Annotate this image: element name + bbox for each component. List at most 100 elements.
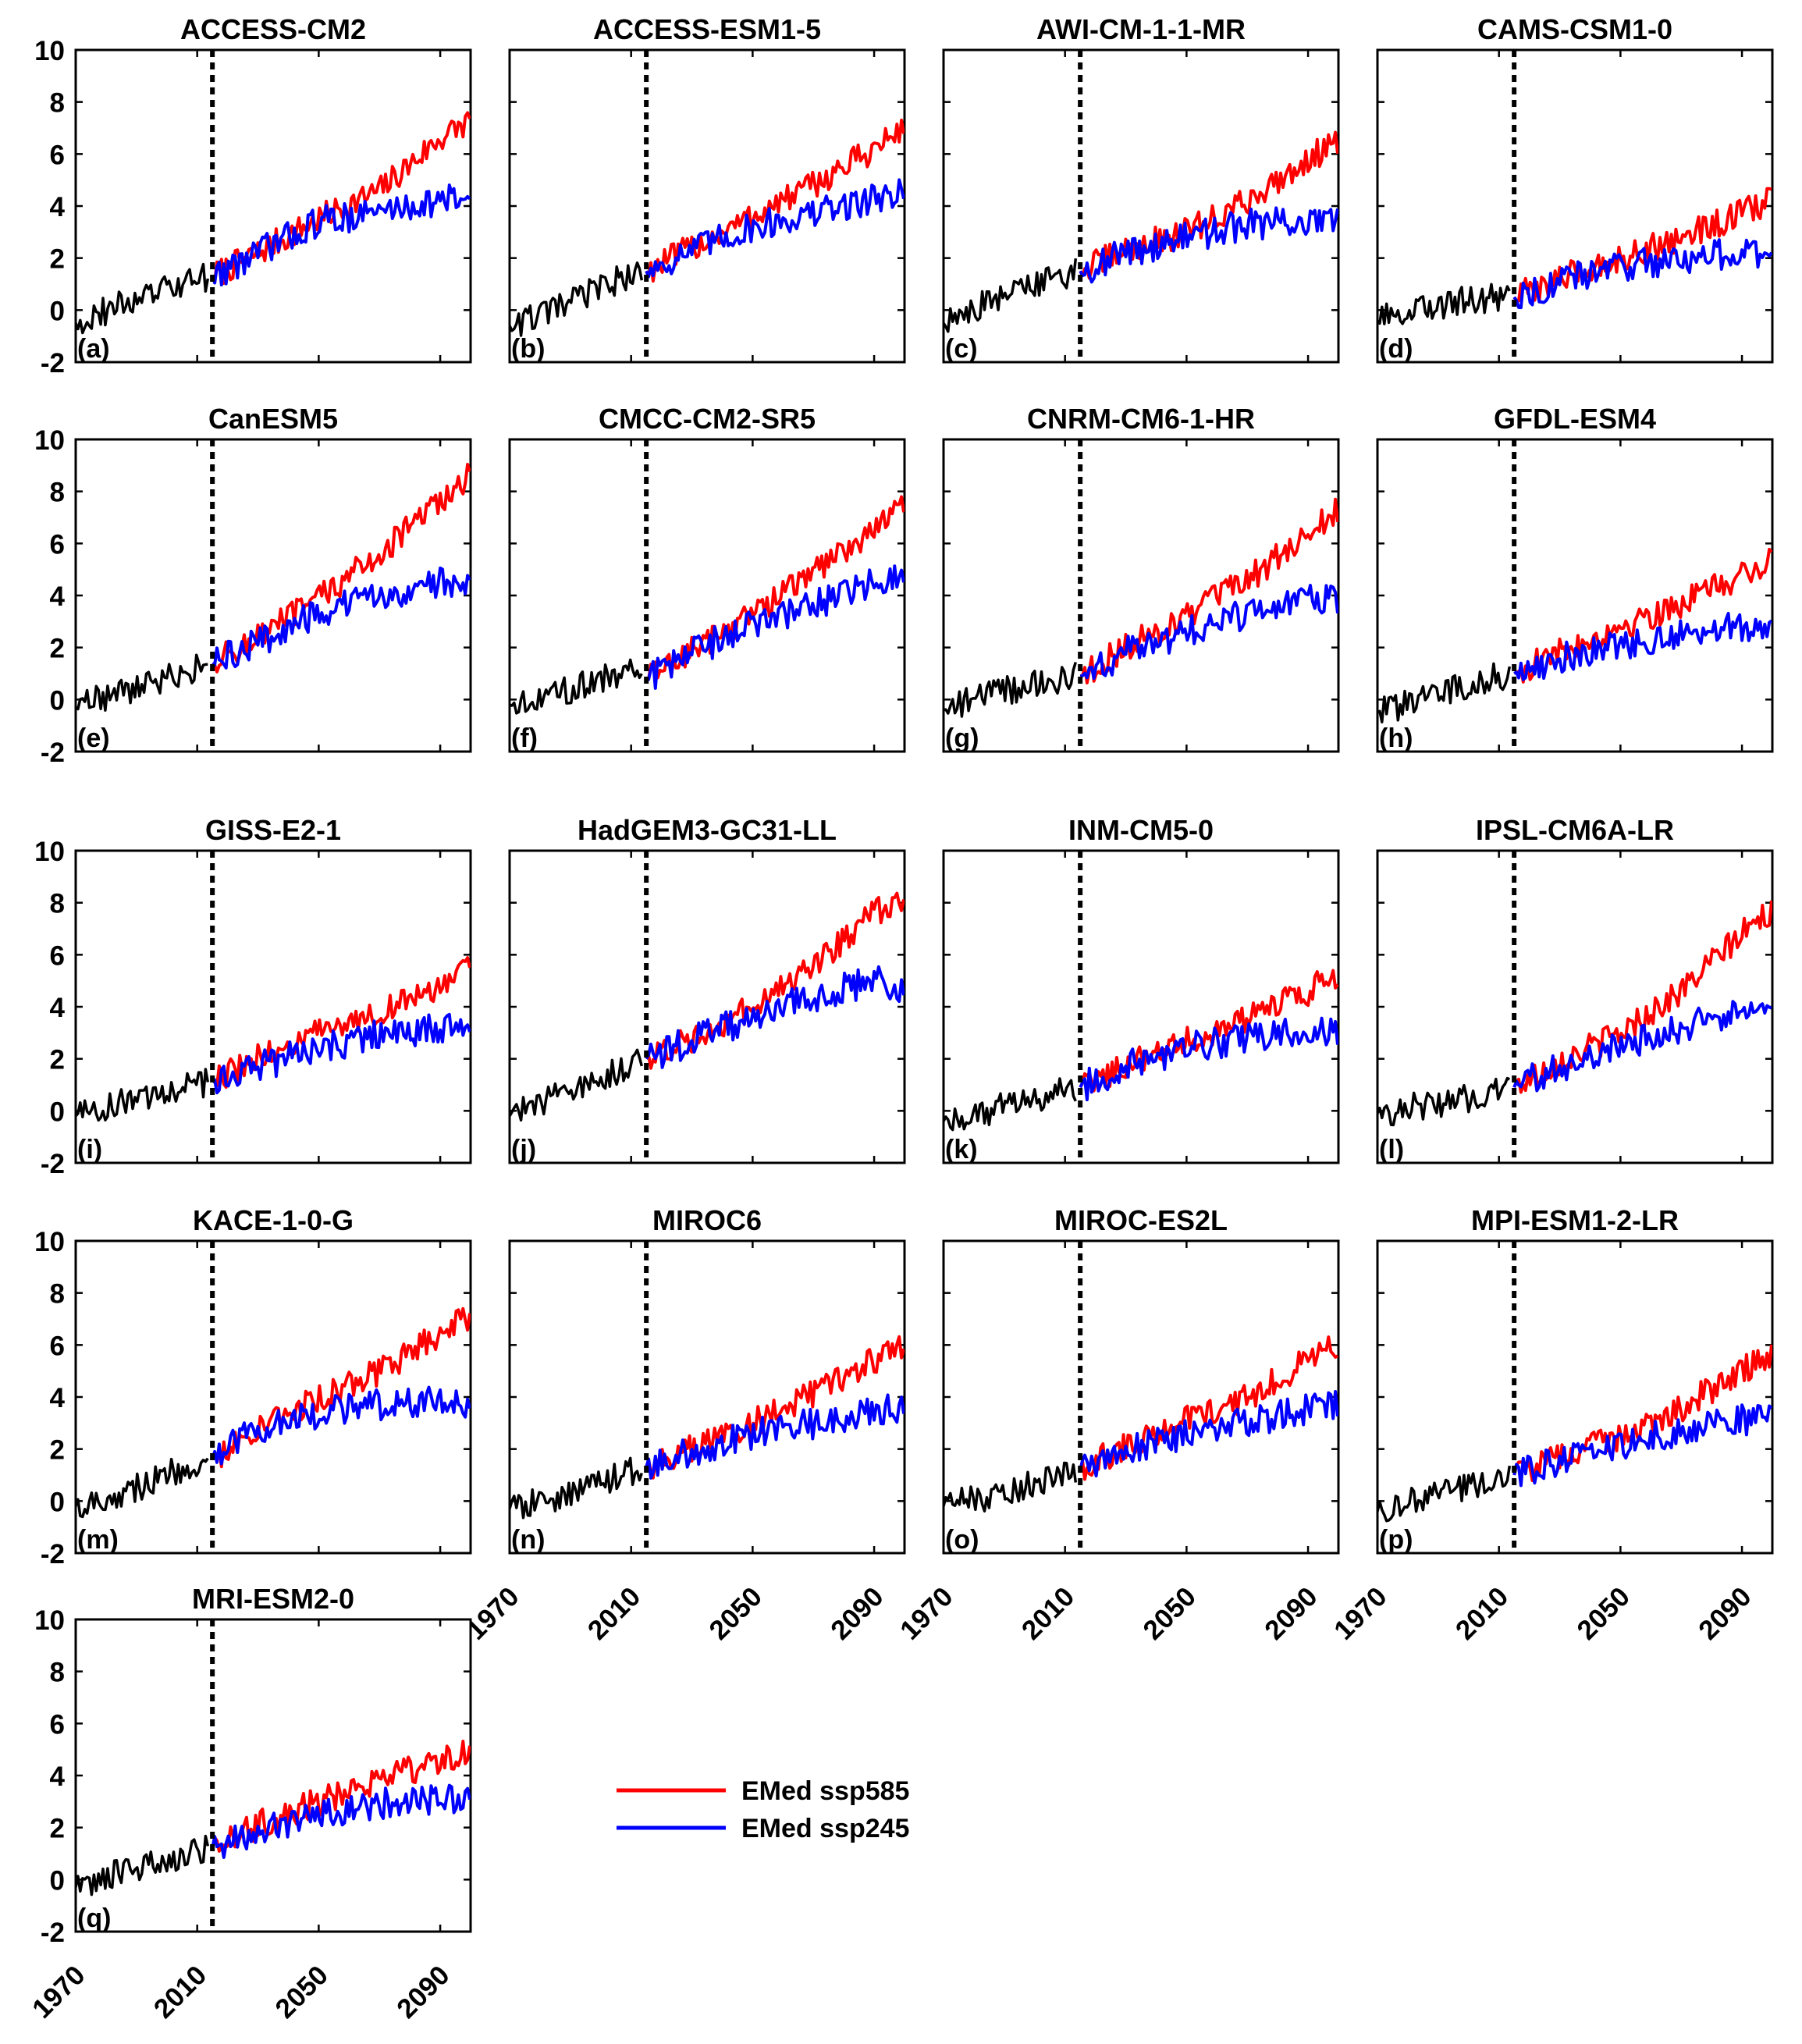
x-tick-label: 2050 <box>1137 1581 1202 1646</box>
ssp585-line <box>211 111 471 285</box>
y-tick-label: 6 <box>50 1709 65 1740</box>
ssp585-line <box>1079 497 1338 684</box>
x-tick-label: 1970 <box>894 1581 959 1646</box>
y-tick-label: 4 <box>50 1383 66 1413</box>
panel-label: (q) <box>77 1904 111 1933</box>
historical-line <box>944 661 1077 718</box>
ssp585-line <box>211 463 471 674</box>
legend-item: EMed ssp245 <box>617 1814 909 1843</box>
historical-line <box>510 658 643 715</box>
panel-label: (g) <box>945 723 979 753</box>
panel-label: (f) <box>511 723 538 753</box>
legend-label: EMed ssp585 <box>741 1776 909 1806</box>
chart-panel: 1970 2010 2050 2090 MPI-ESM1-2-LR (p) <box>1328 1204 1774 1646</box>
axes-frame <box>508 1239 906 1555</box>
chart-panel: HadGEM3-GC31-LL (j) <box>508 814 906 1164</box>
y-tick-label: 6 <box>50 940 65 971</box>
y-tick-label: 0 <box>50 1865 65 1896</box>
plot-area <box>1377 1344 1772 1523</box>
plot-area <box>76 463 471 712</box>
x-tick-label: 2090 <box>1259 1581 1324 1646</box>
chart-panel: -2 0 2 4 6 8 10 ACCESS-CM2 (a) <box>34 13 472 379</box>
chart-panel: 1970 2010 2050 2090 MIROC-ES2L (o) <box>894 1204 1340 1646</box>
chart-panel: CNRM-CM6-1-HR (g) <box>942 403 1340 753</box>
axes-frame <box>1376 438 1774 753</box>
plot-area <box>510 119 905 337</box>
panel-label: (e) <box>77 723 110 753</box>
ssp245-line <box>211 183 471 286</box>
chart-panel: CMCC-CM2-SR5 (f) <box>508 403 906 753</box>
panels-group: -2 0 2 4 6 8 10 ACCESS-CM2 (a) ACCESS-ESM1-5 (b) AW… <box>27 13 1774 2024</box>
ssp245-line <box>645 965 905 1069</box>
ssp245-line <box>211 1012 471 1095</box>
axes-frame <box>74 1618 472 1933</box>
y-tick-label: 4 <box>50 993 66 1023</box>
ssp585-line <box>211 1740 471 1853</box>
y-tick-label: 2 <box>50 634 65 664</box>
plot-area <box>944 1335 1338 1513</box>
legend-label: EMed ssp245 <box>741 1814 909 1843</box>
panel-title: ACCESS-CM2 <box>180 13 366 45</box>
y-tick-label: 2 <box>50 1045 65 1075</box>
ssp585-line <box>1079 130 1338 280</box>
panel-title: KACE-1-0-G <box>193 1204 354 1236</box>
panel-title: AWI-CM-1-1-MR <box>1036 13 1246 45</box>
legend: EMed ssp585 EMed ssp245 <box>617 1776 909 1843</box>
panel-label: (b) <box>511 334 545 364</box>
axes-frame <box>942 48 1340 364</box>
ssp245-line <box>1079 1016 1338 1102</box>
ssp585-line <box>1079 969 1338 1093</box>
axes-frame <box>942 438 1340 753</box>
panel-label: (a) <box>77 334 110 364</box>
historical-line <box>1377 1465 1512 1523</box>
historical-line <box>76 1834 210 1896</box>
y-tick-label: 0 <box>50 1487 65 1517</box>
ssp245-line <box>211 1385 471 1466</box>
historical-line <box>510 1456 643 1520</box>
y-tick-label: -2 <box>41 1149 65 1179</box>
x-tick-label: 2010 <box>148 1960 213 2024</box>
y-tick-label: 6 <box>50 529 65 560</box>
ssp245-line <box>1079 584 1338 681</box>
panel-title: IPSL-CM6A-LR <box>1476 814 1674 846</box>
historical-line <box>76 653 208 712</box>
y-tick-label: 8 <box>50 889 65 919</box>
y-tick-label: 10 <box>34 425 65 456</box>
ssp245-line <box>1512 1403 1772 1488</box>
panel-title: MIROC-ES2L <box>1054 1204 1228 1236</box>
plot-area <box>510 1335 905 1520</box>
x-tick-label: 2010 <box>582 1581 647 1646</box>
plot-area <box>76 111 471 335</box>
ssp585-line <box>211 1306 471 1469</box>
y-tick-label: 8 <box>50 1658 65 1688</box>
panel-title: CAMS-CSM1-0 <box>1477 13 1672 45</box>
ssp245-line <box>645 178 905 279</box>
y-tick-label: 0 <box>50 1097 65 1127</box>
y-tick-label: -2 <box>41 1918 65 1948</box>
historical-line <box>510 1048 643 1122</box>
x-tick-label: 1970 <box>27 1960 91 2024</box>
axes-frame <box>508 849 906 1164</box>
x-tick-label: 1970 <box>1328 1581 1393 1646</box>
y-tick-label: 2 <box>50 1435 65 1466</box>
panel-title: GFDL-ESM4 <box>1494 403 1656 435</box>
axes-frame <box>1376 48 1774 364</box>
chart-panel: -2 0 2 4 6 8 10 1970 2010 2050 2090 MRI-ESM2-0 (q) <box>27 1583 472 2024</box>
x-tick-label: 2090 <box>391 1960 456 2024</box>
y-tick-label: 0 <box>50 685 65 716</box>
historical-line <box>76 1457 209 1519</box>
y-tick-label: 4 <box>50 1761 66 1792</box>
plot-area <box>76 1306 471 1519</box>
chart-panel: CAMS-CSM1-0 (d) <box>1376 13 1774 364</box>
plot-area <box>944 497 1338 718</box>
ssp245-line <box>1512 1000 1772 1093</box>
y-tick-label: 8 <box>50 1279 65 1310</box>
panel-title: CNRM-CM6-1-HR <box>1027 403 1255 435</box>
y-tick-label: 6 <box>50 1331 65 1361</box>
ssp585-line <box>1079 1335 1338 1481</box>
panel-title: MIROC6 <box>652 1204 762 1236</box>
chart-panel: AWI-CM-1-1-MR (c) <box>942 13 1340 364</box>
panel-label: (k) <box>945 1135 978 1164</box>
ssp245-line <box>211 1783 471 1859</box>
